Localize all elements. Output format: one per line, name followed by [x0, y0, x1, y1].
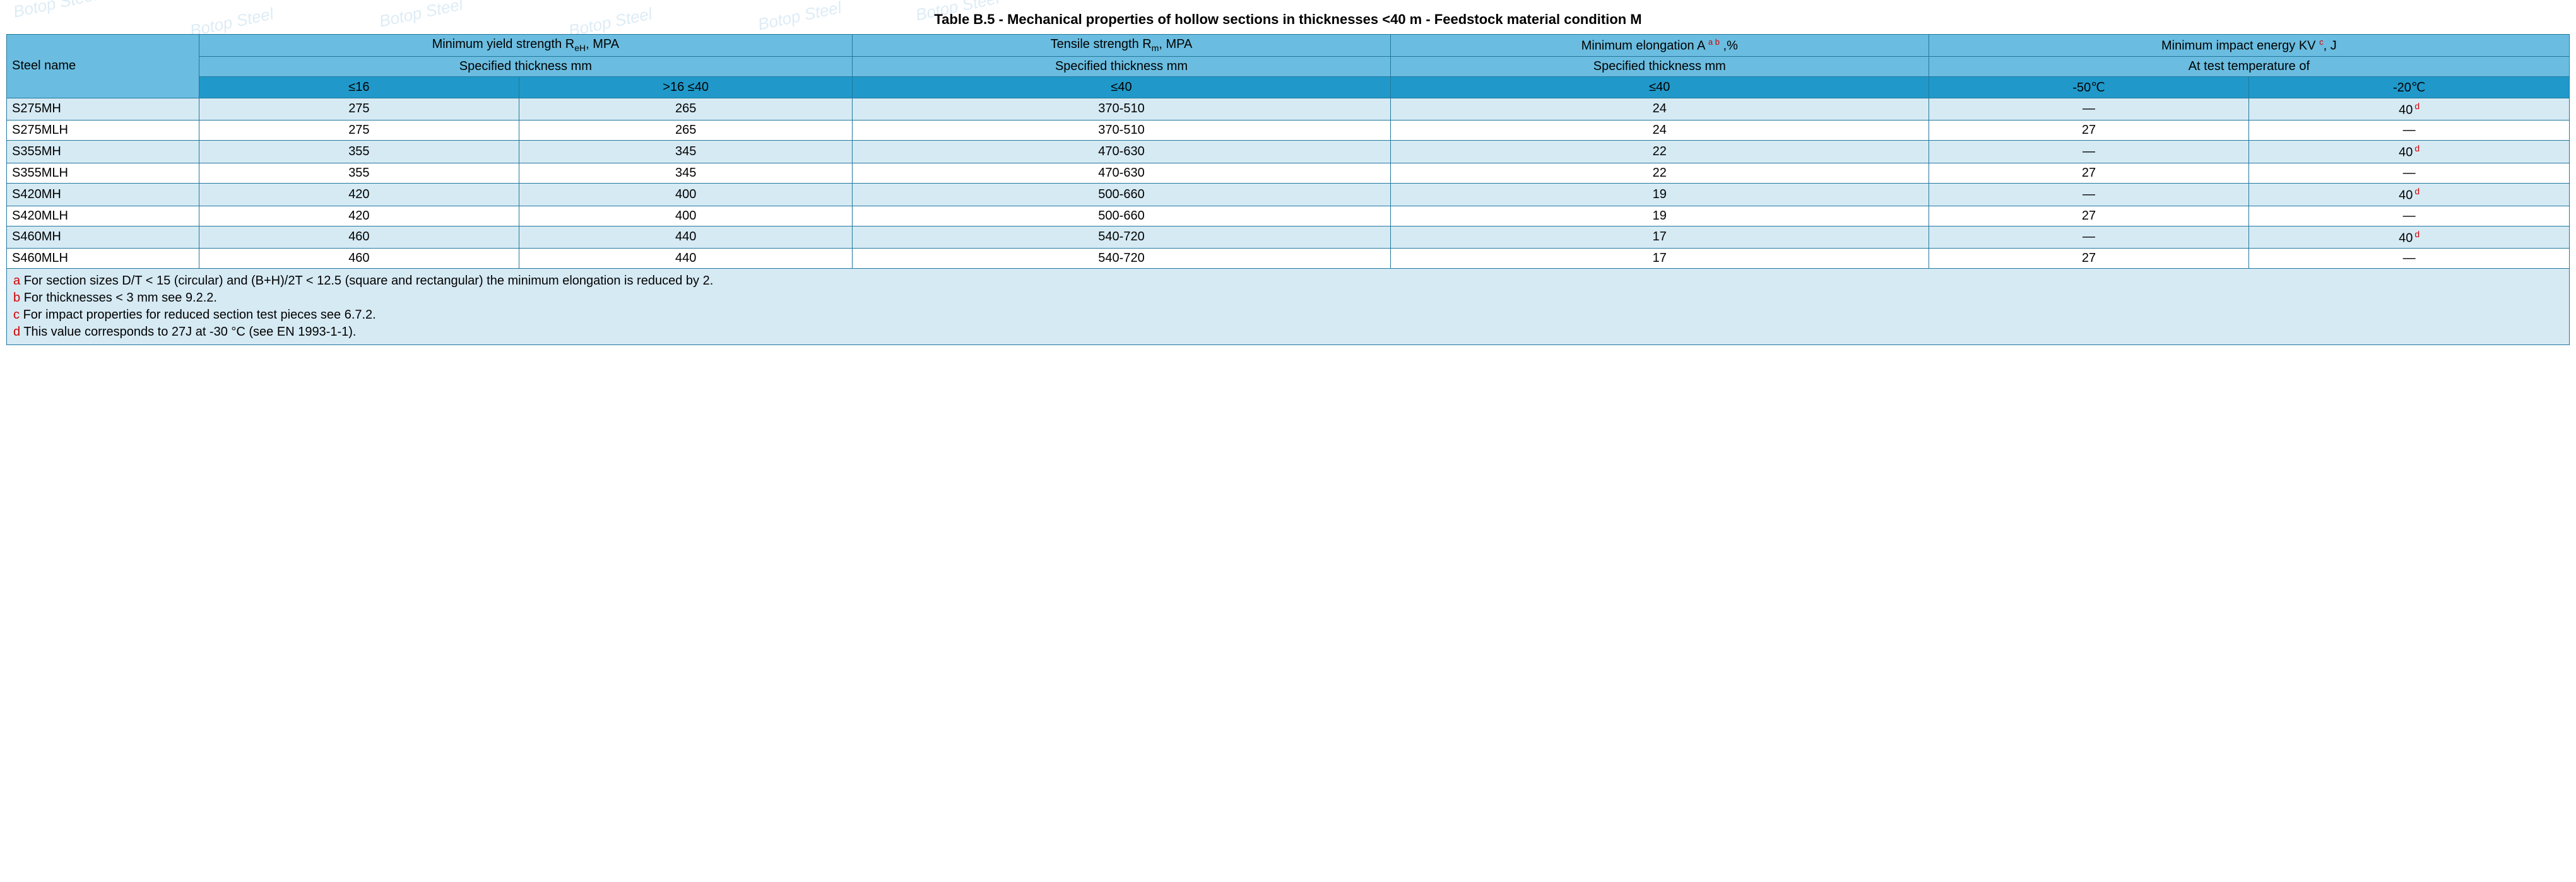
cell-elongation: 17 — [1390, 249, 1929, 269]
cell-impact-50: — — [1929, 183, 2249, 206]
cell-impact-20: — — [2249, 249, 2570, 269]
cell-impact-20: 40d — [2249, 226, 2570, 249]
hdr-test-temp: At test temperature of — [1929, 56, 2569, 76]
cell-impact-20: — — [2249, 206, 2570, 226]
hdr-elong-le40: ≤40 — [1390, 76, 1929, 98]
col-tensile-strength: Tensile strength Rm, MPA — [853, 35, 1391, 57]
hdr-neg20: -20℃ — [2249, 76, 2570, 98]
cell-tensile: 470-630 — [853, 163, 1391, 183]
cell-impact-50: 27 — [1929, 163, 2249, 183]
cell-yield-16: 275 — [199, 121, 519, 141]
table-row: S355MH355345470-63022—40d — [7, 141, 2570, 163]
cell-steel-name: S420MH — [7, 183, 199, 206]
cell-elongation: 22 — [1390, 163, 1929, 183]
cell-yield-16: 275 — [199, 98, 519, 121]
cell-steel-name: S275MH — [7, 98, 199, 121]
cell-impact-50: 27 — [1929, 206, 2249, 226]
cell-tensile: 540-720 — [853, 249, 1391, 269]
hdr-elong-spec-thick: Specified thickness mm — [1390, 56, 1929, 76]
cell-yield-16: 420 — [199, 206, 519, 226]
footnote-a: a For section sizes D/T < 15 (circular) … — [13, 273, 2563, 290]
cell-steel-name: S275MLH — [7, 121, 199, 141]
cell-yield-40: 440 — [519, 249, 853, 269]
table-row: S460MLH460440540-7201727— — [7, 249, 2570, 269]
cell-yield-40: 265 — [519, 98, 853, 121]
cell-steel-name: S420MLH — [7, 206, 199, 226]
table-row: S420MH420400500-66019—40d — [7, 183, 2570, 206]
hdr-le16: ≤16 — [199, 76, 519, 98]
cell-impact-20: 40d — [2249, 141, 2570, 163]
cell-steel-name: S355MH — [7, 141, 199, 163]
cell-elongation: 22 — [1390, 141, 1929, 163]
cell-steel-name: S460MH — [7, 226, 199, 249]
cell-yield-16: 420 — [199, 183, 519, 206]
col-min-elongation: Minimum elongation A a b ,% — [1390, 35, 1929, 57]
cell-impact-20: — — [2249, 121, 2570, 141]
footnote-b: b For thicknesses < 3 mm see 9.2.2. — [13, 290, 2563, 307]
cell-yield-16: 460 — [199, 226, 519, 249]
table-body: S275MH275265370-51024—40dS275MLH27526537… — [7, 98, 2570, 269]
mechanical-properties-table: Steel name Minimum yield strength ReH, M… — [6, 34, 2570, 269]
table-row: S275MH275265370-51024—40d — [7, 98, 2570, 121]
cell-yield-16: 355 — [199, 141, 519, 163]
table-row: S420MLH420400500-6601927— — [7, 206, 2570, 226]
col-impact-energy: Minimum impact energy KV c, J — [1929, 35, 2569, 57]
cell-yield-40: 400 — [519, 206, 853, 226]
table-row: S275MLH275265370-5102427— — [7, 121, 2570, 141]
cell-yield-16: 355 — [199, 163, 519, 183]
cell-tensile: 370-510 — [853, 121, 1391, 141]
cell-yield-40: 345 — [519, 141, 853, 163]
table-title: Table B.5 - Mechanical properties of hol… — [6, 11, 2570, 28]
footnote-d: d This value corresponds to 27J at -30 °… — [13, 324, 2563, 341]
table-row: S355MLH355345470-6302227— — [7, 163, 2570, 183]
col-yield-strength: Minimum yield strength ReH, MPA — [199, 35, 853, 57]
cell-elongation: 24 — [1390, 98, 1929, 121]
col-steel-name: Steel name — [7, 35, 199, 98]
hdr-tensile-le40: ≤40 — [853, 76, 1391, 98]
cell-impact-50: — — [1929, 141, 2249, 163]
cell-tensile: 500-660 — [853, 206, 1391, 226]
cell-tensile: 540-720 — [853, 226, 1391, 249]
cell-elongation: 19 — [1390, 206, 1929, 226]
cell-impact-50: — — [1929, 98, 2249, 121]
cell-steel-name: S460MLH — [7, 249, 199, 269]
cell-elongation: 17 — [1390, 226, 1929, 249]
hdr-yield-spec-thick: Specified thickness mm — [199, 56, 853, 76]
cell-steel-name: S355MLH — [7, 163, 199, 183]
cell-yield-40: 400 — [519, 183, 853, 206]
cell-yield-16: 460 — [199, 249, 519, 269]
cell-yield-40: 345 — [519, 163, 853, 183]
cell-elongation: 19 — [1390, 183, 1929, 206]
cell-yield-40: 440 — [519, 226, 853, 249]
hdr-gt16-le40: >16 ≤40 — [519, 76, 853, 98]
cell-tensile: 500-660 — [853, 183, 1391, 206]
cell-impact-50: 27 — [1929, 121, 2249, 141]
cell-impact-20: — — [2249, 163, 2570, 183]
cell-elongation: 24 — [1390, 121, 1929, 141]
footnotes: a For section sizes D/T < 15 (circular) … — [6, 269, 2570, 345]
cell-impact-50: 27 — [1929, 249, 2249, 269]
cell-impact-50: — — [1929, 226, 2249, 249]
cell-impact-20: 40d — [2249, 98, 2570, 121]
cell-impact-20: 40d — [2249, 183, 2570, 206]
hdr-neg50: -50℃ — [1929, 76, 2249, 98]
footnote-c: c For impact properties for reduced sect… — [13, 307, 2563, 324]
cell-tensile: 370-510 — [853, 98, 1391, 121]
hdr-tensile-spec-thick: Specified thickness mm — [853, 56, 1391, 76]
cell-tensile: 470-630 — [853, 141, 1391, 163]
cell-yield-40: 265 — [519, 121, 853, 141]
table-row: S460MH460440540-72017—40d — [7, 226, 2570, 249]
